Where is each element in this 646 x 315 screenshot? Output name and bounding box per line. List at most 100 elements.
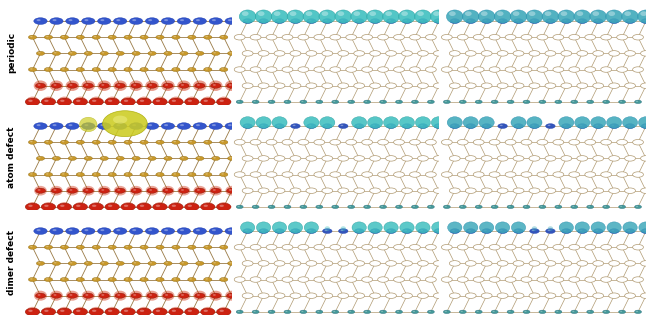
Circle shape [348, 100, 355, 104]
Circle shape [489, 140, 500, 145]
Circle shape [250, 34, 261, 40]
Circle shape [131, 188, 141, 193]
Circle shape [189, 141, 192, 142]
Circle shape [209, 123, 222, 129]
Circle shape [505, 277, 516, 282]
Circle shape [627, 20, 630, 21]
Ellipse shape [465, 11, 472, 16]
Ellipse shape [385, 11, 392, 16]
Circle shape [194, 83, 205, 88]
Circle shape [579, 20, 582, 21]
Circle shape [474, 277, 484, 282]
Circle shape [306, 156, 317, 161]
Circle shape [523, 100, 530, 104]
Circle shape [481, 156, 492, 161]
Circle shape [314, 140, 325, 145]
Circle shape [433, 51, 444, 56]
Circle shape [482, 229, 492, 233]
Circle shape [386, 19, 396, 24]
Circle shape [92, 205, 96, 207]
Ellipse shape [154, 202, 167, 212]
Ellipse shape [185, 307, 198, 315]
Circle shape [585, 67, 596, 72]
Circle shape [83, 83, 94, 88]
Circle shape [28, 245, 37, 249]
Circle shape [500, 230, 503, 231]
Ellipse shape [609, 11, 615, 16]
Circle shape [25, 308, 40, 315]
Ellipse shape [121, 202, 134, 212]
Circle shape [194, 293, 205, 298]
Circle shape [284, 310, 291, 314]
Circle shape [404, 125, 407, 126]
Circle shape [357, 125, 359, 126]
Circle shape [362, 34, 373, 40]
Ellipse shape [319, 10, 336, 23]
Circle shape [36, 156, 45, 160]
Circle shape [489, 67, 500, 72]
Circle shape [282, 277, 293, 282]
Circle shape [36, 83, 46, 88]
Circle shape [67, 83, 78, 88]
Ellipse shape [90, 97, 103, 107]
Circle shape [545, 261, 556, 266]
Circle shape [330, 34, 340, 40]
Ellipse shape [481, 11, 488, 16]
Circle shape [493, 206, 495, 207]
Circle shape [115, 188, 125, 193]
Circle shape [572, 311, 574, 312]
Ellipse shape [130, 291, 143, 301]
Circle shape [372, 20, 375, 21]
Circle shape [50, 228, 63, 234]
Circle shape [587, 310, 594, 314]
Circle shape [220, 245, 228, 249]
Circle shape [126, 141, 128, 142]
Circle shape [228, 124, 232, 126]
Circle shape [619, 205, 625, 209]
Circle shape [585, 244, 596, 250]
Circle shape [92, 140, 100, 144]
Ellipse shape [592, 11, 599, 16]
Circle shape [545, 83, 556, 89]
Circle shape [268, 100, 275, 104]
Circle shape [110, 173, 112, 175]
Ellipse shape [526, 10, 543, 23]
Circle shape [596, 230, 598, 231]
Circle shape [579, 125, 582, 126]
Circle shape [38, 262, 41, 263]
Circle shape [156, 278, 164, 282]
Circle shape [417, 261, 428, 266]
Circle shape [41, 98, 56, 106]
Circle shape [457, 172, 468, 177]
Circle shape [89, 98, 103, 106]
Circle shape [132, 51, 140, 55]
Circle shape [228, 229, 232, 231]
Ellipse shape [162, 80, 174, 91]
Circle shape [258, 293, 269, 298]
Circle shape [410, 172, 421, 177]
Ellipse shape [98, 291, 110, 301]
Circle shape [188, 140, 196, 144]
Circle shape [216, 98, 231, 106]
Circle shape [475, 100, 482, 104]
Circle shape [404, 20, 407, 21]
Circle shape [118, 157, 120, 158]
Circle shape [52, 229, 57, 231]
Circle shape [45, 278, 52, 282]
Circle shape [354, 188, 364, 193]
Circle shape [124, 205, 129, 207]
Circle shape [465, 156, 476, 161]
Circle shape [203, 140, 212, 144]
Circle shape [200, 98, 215, 106]
Circle shape [546, 124, 555, 129]
Circle shape [434, 124, 444, 129]
Ellipse shape [138, 307, 151, 315]
Circle shape [141, 173, 144, 175]
Circle shape [236, 310, 243, 314]
Circle shape [220, 67, 228, 72]
Ellipse shape [638, 117, 646, 128]
Circle shape [561, 51, 572, 56]
Ellipse shape [129, 80, 143, 91]
Circle shape [284, 205, 291, 209]
Circle shape [397, 101, 399, 102]
